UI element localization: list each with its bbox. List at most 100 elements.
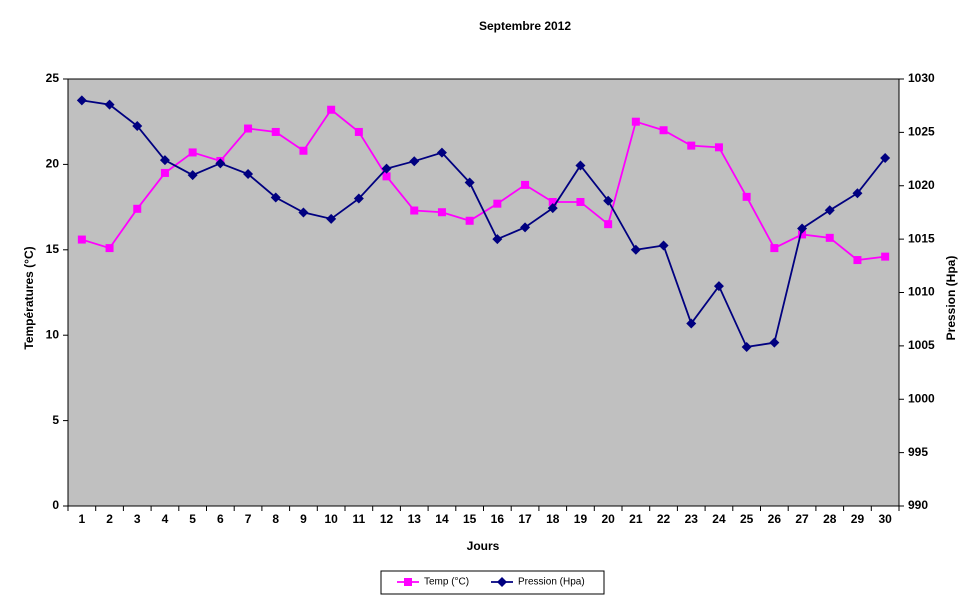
marker	[630, 244, 641, 255]
marker	[188, 148, 197, 157]
marker	[410, 206, 419, 215]
marker	[686, 318, 697, 329]
marker	[492, 234, 503, 245]
x-tick-label: 8	[272, 512, 279, 526]
x-tick-label: 5	[189, 512, 196, 526]
y-axis-label: Températures (°C)	[22, 246, 36, 349]
x-tick-label: 26	[768, 512, 782, 526]
chart-title: Septembre 2012	[479, 19, 571, 33]
marker	[381, 163, 392, 174]
marker	[464, 177, 475, 188]
marker	[521, 180, 530, 189]
marker	[436, 147, 447, 158]
y2-tick-label: 1020	[908, 178, 935, 192]
marker	[770, 244, 779, 253]
marker	[497, 577, 507, 587]
y2-tick-label: 1015	[908, 231, 935, 245]
x-tick-label: 22	[657, 512, 671, 526]
marker	[769, 337, 780, 348]
marker	[713, 281, 724, 292]
marker	[382, 172, 391, 181]
y2-axis-label: Pression (Hpa)	[944, 256, 958, 341]
y2-tick-label: 1010	[908, 285, 935, 299]
y-tick-label: 20	[46, 157, 60, 171]
marker	[271, 127, 280, 136]
x-tick-label: 28	[823, 512, 837, 526]
marker	[299, 146, 308, 155]
y2-tick-label: 1030	[908, 71, 935, 85]
x-tick-label: 9	[300, 512, 307, 526]
marker	[159, 155, 170, 166]
marker	[742, 192, 751, 201]
marker	[244, 124, 253, 133]
marker	[631, 117, 640, 126]
x-axis-label: Jours	[467, 539, 500, 553]
x-tick-label: 21	[629, 512, 643, 526]
x-tick-label: 7	[245, 512, 252, 526]
x-tick-label: 19	[574, 512, 588, 526]
x-tick-label: 20	[601, 512, 615, 526]
x-tick-label: 6	[217, 512, 224, 526]
y2-tick-label: 1025	[908, 125, 935, 139]
marker	[714, 143, 723, 152]
marker	[852, 188, 863, 199]
marker	[576, 197, 585, 206]
marker	[160, 168, 169, 177]
marker	[437, 208, 446, 217]
legend-text: Pression (Hpa)	[518, 577, 585, 588]
x-tick-label: 3	[134, 512, 141, 526]
marker	[825, 233, 834, 242]
y2-tick-label: 1005	[908, 338, 935, 352]
x-tick-label: 15	[463, 512, 477, 526]
y-tick-label: 25	[46, 71, 60, 85]
marker	[880, 152, 891, 163]
x-tick-label: 1	[79, 512, 86, 526]
y2-tick-label: 995	[908, 445, 928, 459]
y-tick-label: 10	[46, 327, 60, 341]
y2-tick-label: 990	[908, 498, 928, 512]
marker	[187, 170, 198, 181]
x-tick-label: 2	[106, 512, 113, 526]
marker	[326, 213, 337, 224]
marker	[824, 205, 835, 216]
marker	[603, 195, 614, 206]
x-tick-label: 4	[162, 512, 169, 526]
marker	[659, 126, 668, 135]
x-tick-label: 12	[380, 512, 394, 526]
marker	[105, 244, 114, 253]
y2-tick-label: 1000	[908, 391, 935, 405]
marker	[270, 192, 281, 203]
marker	[465, 216, 474, 225]
x-tick-label: 30	[878, 512, 892, 526]
marker	[575, 160, 586, 171]
x-tick-label: 16	[491, 512, 505, 526]
marker	[798, 230, 807, 239]
marker	[327, 105, 336, 114]
y-tick-label: 15	[46, 242, 60, 256]
x-tick-label: 23	[685, 512, 699, 526]
marker	[104, 99, 115, 110]
x-tick-label: 24	[712, 512, 726, 526]
marker	[77, 235, 86, 244]
marker	[298, 207, 309, 218]
marker	[547, 203, 558, 214]
marker	[133, 204, 142, 213]
x-tick-label: 11	[353, 512, 366, 526]
marker	[881, 252, 890, 261]
marker	[243, 169, 254, 180]
marker	[132, 120, 143, 131]
y-tick-label: 0	[52, 498, 59, 512]
marker	[76, 95, 87, 106]
marker	[409, 156, 420, 167]
y-tick-label: 5	[52, 413, 59, 427]
marker	[353, 193, 364, 204]
plot-area	[67, 78, 900, 507]
marker	[548, 197, 557, 206]
marker	[404, 578, 412, 586]
marker	[215, 158, 226, 169]
x-tick-label: 13	[408, 512, 422, 526]
marker	[604, 220, 613, 229]
marker	[797, 223, 808, 234]
